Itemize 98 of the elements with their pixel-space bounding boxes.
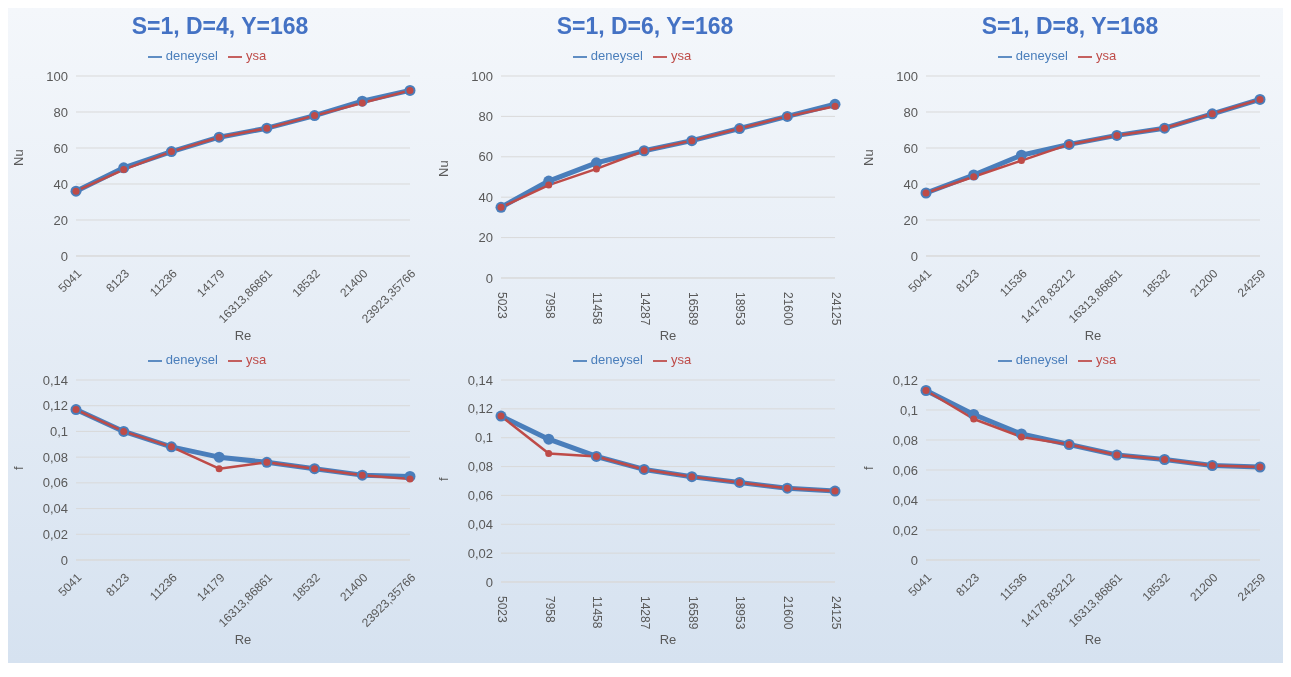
x-tick-label: 18953 <box>733 596 748 630</box>
y-tick-label: 80 <box>478 109 493 125</box>
y-tick-label: 0 <box>485 270 493 286</box>
y-tick-label: 0,14 <box>467 372 493 388</box>
y-tick-label: 60 <box>53 140 68 156</box>
point <box>970 415 978 423</box>
point <box>1017 433 1025 441</box>
y-axis-title: Nu <box>10 149 26 166</box>
y-tick-label: 0,1 <box>49 424 68 440</box>
y-tick-label: 0,12 <box>42 398 68 414</box>
x-tick-label: 16589 <box>685 292 700 326</box>
point <box>545 181 553 189</box>
y-tick-label: 0,08 <box>892 432 918 448</box>
x-tick-label: 24125 <box>828 292 843 326</box>
y-axis-title: f <box>10 466 26 470</box>
x-tick-label: 16589 <box>685 596 700 630</box>
y-tick-label: 0 <box>60 552 68 568</box>
x-axis-title: Re <box>659 632 677 647</box>
y-tick-label: 80 <box>903 104 918 120</box>
y-tick-label: 0,06 <box>42 475 68 491</box>
x-axis-title: Re <box>234 632 252 647</box>
legend-label: deneysel <box>590 352 643 367</box>
point <box>592 165 600 173</box>
chart-title: S=1, D=8, Y=168 <box>981 12 1159 41</box>
y-tick-label: 0,08 <box>467 459 493 475</box>
legend-label: ysa <box>670 48 692 63</box>
x-tick-label: 5023 <box>494 596 509 624</box>
y-tick-label: 0,02 <box>42 526 68 542</box>
point <box>213 451 225 463</box>
y-tick-label: 0,02 <box>892 522 918 538</box>
y-tick-label: 60 <box>903 140 918 156</box>
y-tick-label: 0 <box>910 248 918 264</box>
point <box>970 173 978 181</box>
x-tick-label: 18953 <box>733 292 748 326</box>
point <box>406 475 414 483</box>
point <box>358 99 366 107</box>
point <box>545 450 553 458</box>
y-tick-label: 0,1 <box>474 430 493 446</box>
x-tick-label: 21600 <box>781 292 796 326</box>
x-tick-label: 7958 <box>542 596 557 624</box>
x-tick-label: 11458 <box>590 596 605 629</box>
x-tick-label: 24125 <box>828 596 843 630</box>
y-tick-label: 0,12 <box>892 372 918 388</box>
y-tick-label: 20 <box>53 212 68 228</box>
legend-label: deneysel <box>590 48 643 63</box>
x-tick-label: 11458 <box>590 292 605 325</box>
y-tick-label: 0,04 <box>892 492 918 508</box>
x-axis-title: Re <box>234 328 252 343</box>
point <box>831 102 839 110</box>
y-tick-label: 0 <box>910 552 918 568</box>
chart-title: S=1, D=6, Y=168 <box>556 12 734 41</box>
y-tick-label: 40 <box>903 176 918 192</box>
y-tick-label: 20 <box>478 230 493 246</box>
legend-label: deneysel <box>1015 48 1068 63</box>
legend-label: deneysel <box>165 352 218 367</box>
y-tick-label: 40 <box>53 176 68 192</box>
y-tick-label: 0 <box>60 248 68 264</box>
y-axis-title: f <box>860 466 876 470</box>
y-tick-label: 0,02 <box>467 545 493 561</box>
x-tick-label: 14287 <box>637 292 652 326</box>
y-axis-title: Nu <box>435 160 451 177</box>
y-tick-label: 60 <box>478 149 493 165</box>
y-tick-label: 80 <box>53 104 68 120</box>
x-tick-label: 5023 <box>494 292 509 320</box>
x-tick-label: 21600 <box>781 596 796 630</box>
y-axis-title: f <box>435 477 451 481</box>
y-tick-label: 0 <box>485 574 493 590</box>
x-axis-title: Re <box>659 328 677 343</box>
point <box>215 465 223 473</box>
y-tick-label: 0,06 <box>467 488 493 504</box>
legend-label: ysa <box>245 352 267 367</box>
x-tick-label: 7958 <box>542 292 557 320</box>
point <box>543 433 555 445</box>
legend-label: deneysel <box>1015 352 1068 367</box>
legend-label: ysa <box>670 352 692 367</box>
x-tick-label: 14287 <box>637 596 652 630</box>
y-tick-label: 100 <box>46 68 68 84</box>
y-tick-label: 40 <box>478 189 493 205</box>
legend-label: ysa <box>1095 48 1117 63</box>
x-axis-title: Re <box>1084 632 1102 647</box>
point <box>1017 157 1025 165</box>
legend-label: deneysel <box>165 48 218 63</box>
y-tick-label: 0,14 <box>42 372 68 388</box>
y-tick-label: 0,06 <box>892 462 918 478</box>
y-axis-title: Nu <box>860 149 876 166</box>
point <box>120 166 128 174</box>
y-tick-label: 0,1 <box>899 402 918 418</box>
y-tick-label: 0,04 <box>467 516 493 532</box>
y-tick-label: 0,08 <box>42 449 68 465</box>
legend-label: ysa <box>1095 352 1117 367</box>
legend-label: ysa <box>245 48 267 63</box>
y-tick-label: 0,12 <box>467 401 493 417</box>
y-tick-label: 100 <box>896 68 918 84</box>
y-tick-label: 100 <box>471 68 493 84</box>
y-tick-label: 0,04 <box>42 501 68 517</box>
chart-title: S=1, D=4, Y=168 <box>131 12 309 41</box>
y-tick-label: 20 <box>903 212 918 228</box>
x-axis-title: Re <box>1084 328 1102 343</box>
